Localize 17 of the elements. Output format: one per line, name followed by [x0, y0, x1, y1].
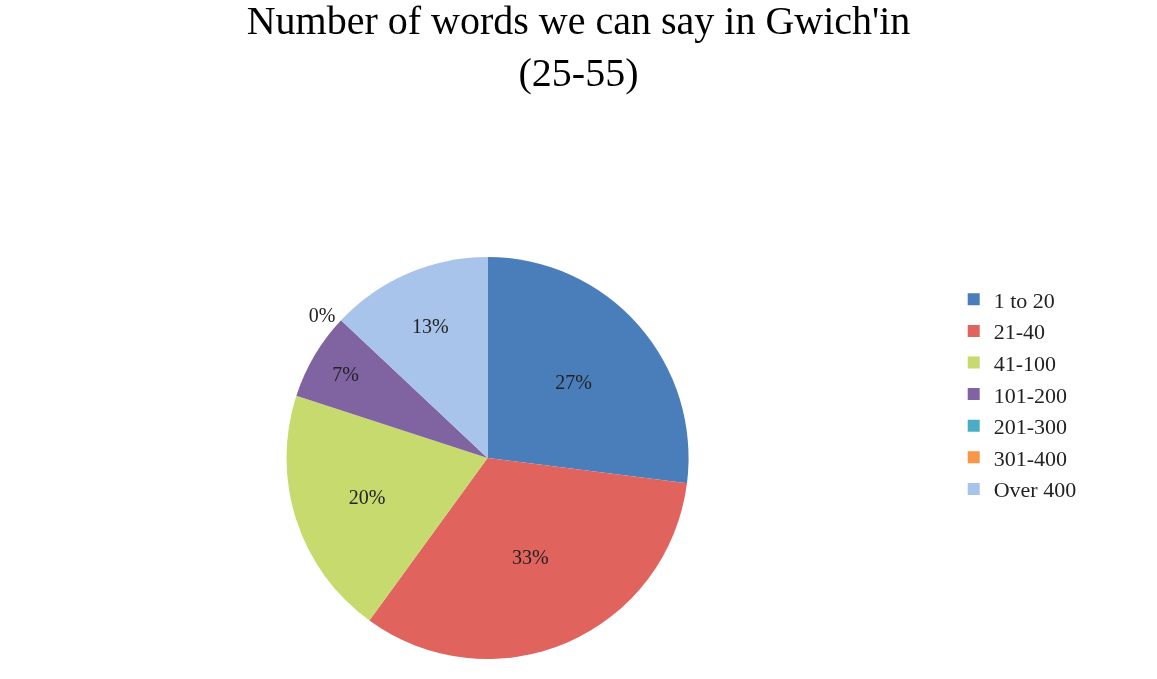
- pie-slice: [487, 256, 689, 484]
- data-label: 27%: [555, 371, 593, 394]
- legend-label: 1 to 20: [993, 287, 1055, 313]
- data-label: 20%: [348, 486, 386, 509]
- legend-label: 41-100: [993, 351, 1057, 377]
- data-label: 13%: [412, 314, 449, 337]
- legend-label: Over 400: [993, 477, 1077, 503]
- legend-label: 21-40: [993, 319, 1046, 345]
- legend-label: 101-200: [993, 382, 1068, 408]
- legend-label: 301-400: [993, 445, 1068, 471]
- text: 0%: [308, 304, 336, 327]
- data-label: 33%: [512, 546, 549, 569]
- legend-label: 201-300: [993, 414, 1068, 440]
- data-label: 7%: [332, 362, 359, 385]
- pie-slice: [286, 395, 488, 621]
- pie-slice: [296, 320, 488, 458]
- chart-title: Number of words we can say in Gwich'in (25-55): [246, 0, 911, 95]
